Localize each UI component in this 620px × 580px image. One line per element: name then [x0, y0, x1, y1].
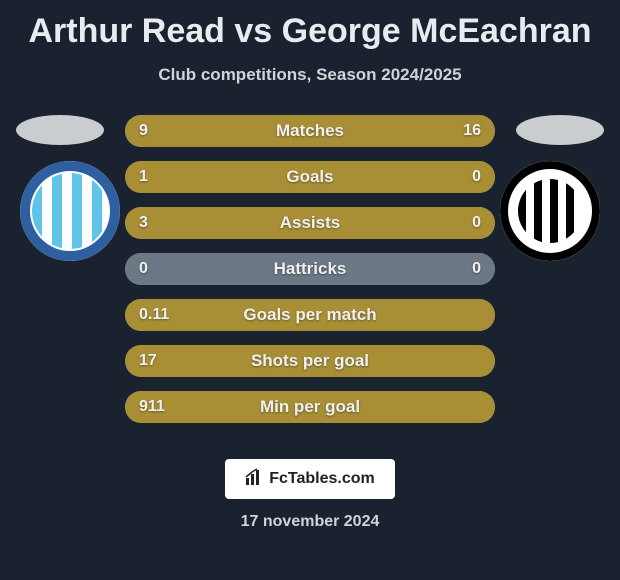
- stat-rows: 9 Matches 16 1 Goals 0 3 Assists 0 0 Hattricks 0 0.1…: [125, 115, 495, 423]
- stat-label: Goals: [286, 167, 333, 187]
- club-badge-right: [500, 161, 600, 261]
- stat-label: Hattricks: [274, 259, 347, 279]
- stat-value-left: 17: [139, 352, 157, 370]
- stat-value-right: 16: [463, 122, 481, 140]
- chart-icon: [245, 468, 263, 491]
- stat-label: Assists: [280, 213, 340, 233]
- stat-value-left: 0.11: [139, 306, 169, 324]
- stat-value-right: 0: [472, 260, 481, 278]
- stat-value-left: 1: [139, 168, 148, 186]
- date-label: 17 november 2024: [0, 513, 620, 531]
- stat-value-left: 9: [139, 122, 148, 140]
- stat-row: 3 Assists 0: [125, 207, 495, 239]
- stat-label: Matches: [276, 121, 344, 141]
- stats-area: 9 Matches 16 1 Goals 0 3 Assists 0 0 Hattricks 0 0.1…: [0, 115, 620, 445]
- stat-value-right: 0: [472, 214, 481, 232]
- brand-link[interactable]: FcTables.com: [225, 459, 395, 499]
- stat-row: 9 Matches 16: [125, 115, 495, 147]
- stat-value-left: 3: [139, 214, 148, 232]
- subtitle: Club competitions, Season 2024/2025: [0, 65, 620, 85]
- stat-value-left: 911: [139, 398, 165, 416]
- player-marker-right: [516, 115, 604, 145]
- stat-row: 911 Min per goal: [125, 391, 495, 423]
- stat-row: 0.11 Goals per match: [125, 299, 495, 331]
- club-badge-left: [20, 161, 120, 261]
- stat-label: Min per goal: [260, 397, 360, 417]
- stat-value-left: 0: [139, 260, 148, 278]
- stat-value-right: 0: [472, 168, 481, 186]
- brand-label: FcTables.com: [269, 470, 375, 488]
- player-marker-left: [16, 115, 104, 145]
- stat-label: Goals per match: [243, 305, 376, 325]
- stat-row: 1 Goals 0: [125, 161, 495, 193]
- stat-label: Shots per goal: [251, 351, 369, 371]
- stat-row: 17 Shots per goal: [125, 345, 495, 377]
- stat-row: 0 Hattricks 0: [125, 253, 495, 285]
- page-title: Arthur Read vs George McEachran: [0, 0, 620, 51]
